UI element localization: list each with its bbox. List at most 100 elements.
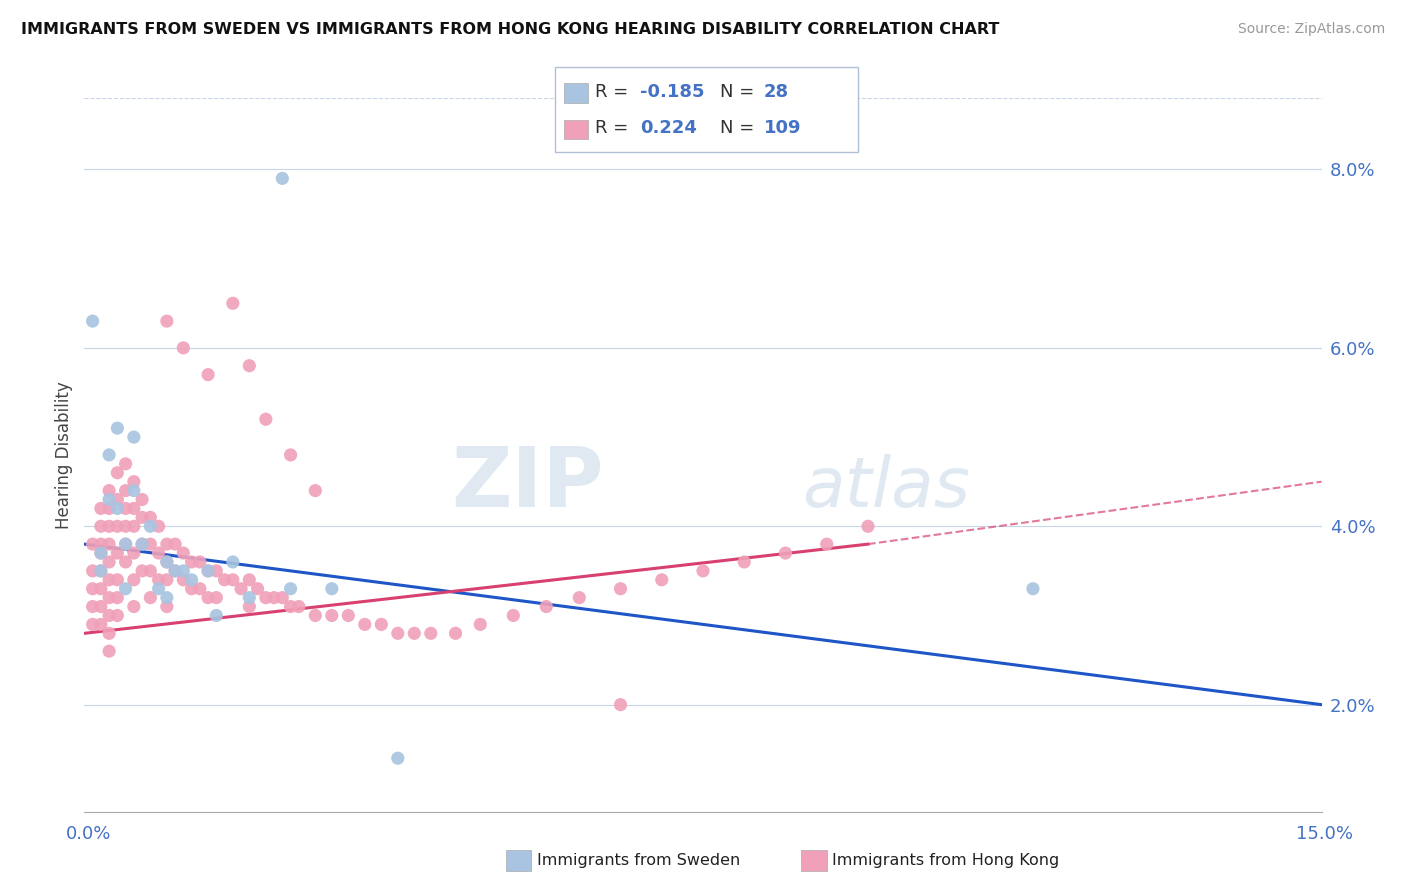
Point: [90, 617, 112, 632]
Point: [254, 591, 277, 605]
Point: [122, 546, 145, 560]
Point: [82, 537, 104, 551]
Point: [114, 537, 136, 551]
Point: [444, 626, 467, 640]
Point: [122, 475, 145, 489]
Text: -0.185: -0.185: [640, 83, 704, 101]
Point: [238, 573, 260, 587]
Point: [733, 555, 755, 569]
Text: IMMIGRANTS FROM SWEDEN VS IMMIGRANTS FROM HONG KONG HEARING DISABILITY CORRELATI: IMMIGRANTS FROM SWEDEN VS IMMIGRANTS FRO…: [21, 22, 1000, 37]
Point: [280, 448, 302, 462]
Point: [387, 626, 409, 640]
Point: [156, 599, 179, 614]
Point: [172, 573, 194, 587]
Point: [205, 591, 228, 605]
Point: [205, 608, 228, 623]
Point: [337, 608, 360, 623]
Point: [122, 483, 145, 498]
Point: [229, 582, 252, 596]
Point: [165, 537, 187, 551]
Point: [197, 564, 219, 578]
Point: [321, 608, 343, 623]
Point: [114, 582, 136, 596]
Point: [271, 171, 294, 186]
Point: [470, 617, 492, 632]
Text: 0.0%: 0.0%: [66, 825, 111, 843]
Point: [122, 430, 145, 444]
Point: [98, 448, 121, 462]
Point: [280, 599, 302, 614]
Text: Immigrants from Hong Kong: Immigrants from Hong Kong: [832, 854, 1060, 868]
Point: [131, 537, 153, 551]
Point: [280, 582, 302, 596]
Point: [148, 519, 170, 533]
Point: [139, 537, 162, 551]
Point: [105, 501, 128, 516]
Point: [148, 546, 170, 560]
Point: [370, 617, 392, 632]
Point: [105, 546, 128, 560]
Point: [156, 555, 179, 569]
Point: [148, 573, 170, 587]
Point: [288, 599, 311, 614]
Point: [387, 751, 409, 765]
Point: [156, 591, 179, 605]
Y-axis label: Hearing Disability: Hearing Disability: [55, 381, 73, 529]
Point: [98, 591, 121, 605]
Point: [775, 546, 797, 560]
Point: [98, 608, 121, 623]
Point: [122, 501, 145, 516]
Text: atlas: atlas: [801, 453, 970, 521]
Point: [82, 599, 104, 614]
Point: [214, 573, 236, 587]
Point: [114, 537, 136, 551]
Point: [131, 492, 153, 507]
Point: [131, 537, 153, 551]
Point: [222, 555, 245, 569]
Point: [98, 537, 121, 551]
Point: [815, 537, 838, 551]
Point: [304, 483, 326, 498]
Text: N =: N =: [720, 83, 759, 101]
Point: [172, 546, 194, 560]
Text: R =: R =: [595, 120, 634, 137]
Point: [98, 492, 121, 507]
Point: [82, 582, 104, 596]
Point: [165, 564, 187, 578]
Point: [1022, 582, 1045, 596]
Point: [238, 591, 260, 605]
Point: [651, 573, 673, 587]
Point: [404, 626, 426, 640]
Point: [180, 573, 202, 587]
Point: [98, 483, 121, 498]
Point: [188, 582, 211, 596]
Point: [105, 421, 128, 435]
Point: [90, 564, 112, 578]
Point: [82, 617, 104, 632]
Point: [419, 626, 441, 640]
Point: [105, 492, 128, 507]
Text: ZIP: ZIP: [451, 443, 605, 524]
Point: [156, 573, 179, 587]
Point: [238, 359, 260, 373]
Point: [536, 599, 558, 614]
Point: [156, 537, 179, 551]
Point: [353, 617, 375, 632]
Point: [222, 296, 245, 310]
Point: [568, 591, 591, 605]
Point: [114, 457, 136, 471]
Point: [114, 555, 136, 569]
Text: R =: R =: [595, 83, 634, 101]
Point: [90, 537, 112, 551]
Point: [90, 599, 112, 614]
Point: [98, 644, 121, 658]
Point: [122, 519, 145, 533]
Point: [98, 555, 121, 569]
Point: [105, 466, 128, 480]
Text: Source: ZipAtlas.com: Source: ZipAtlas.com: [1237, 22, 1385, 37]
Point: [114, 519, 136, 533]
Point: [321, 582, 343, 596]
Text: N =: N =: [720, 120, 759, 137]
Point: [856, 519, 879, 533]
Point: [131, 510, 153, 524]
